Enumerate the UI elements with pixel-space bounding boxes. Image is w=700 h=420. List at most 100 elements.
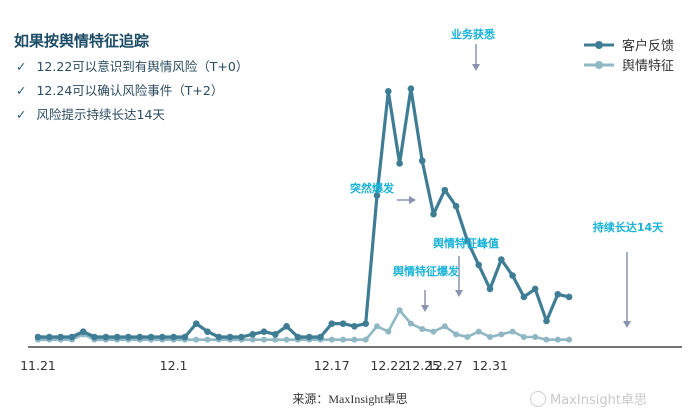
data-point xyxy=(283,336,290,343)
data-point xyxy=(566,336,573,343)
data-point xyxy=(238,333,245,341)
data-point xyxy=(91,333,98,341)
data-point xyxy=(430,328,437,335)
x-tick-label: 12.25 xyxy=(404,358,440,373)
data-point xyxy=(261,336,267,343)
x-tick-label: 12.17 xyxy=(314,358,350,373)
check-icon: ✓ xyxy=(16,107,27,122)
data-point xyxy=(305,333,313,341)
data-point xyxy=(374,323,380,330)
data-point xyxy=(204,336,211,343)
data-point xyxy=(498,331,505,338)
data-point xyxy=(351,323,358,330)
check-icon: ✓ xyxy=(16,59,27,74)
legend-label: 客户反馈 xyxy=(622,38,674,54)
data-point xyxy=(486,285,494,293)
data-point xyxy=(554,290,562,298)
data-point xyxy=(464,237,471,245)
data-point xyxy=(46,333,53,341)
data-point xyxy=(136,333,143,341)
x-tick-label: 12.27 xyxy=(427,358,463,373)
bullet-item: ✓ 风险提示持续长达14天 xyxy=(16,104,165,123)
legend-marker xyxy=(595,41,603,49)
data-point xyxy=(340,336,347,343)
data-point xyxy=(192,320,200,327)
data-point xyxy=(407,320,414,327)
watermark-text: MaxInsight卓思 xyxy=(550,393,647,408)
data-point xyxy=(260,328,268,335)
x-tick-label: 11.21 xyxy=(20,358,56,373)
bullet-text: 12.24可以确认风险事件（T+2） xyxy=(36,83,224,98)
chart-title: 如果按舆情特征追踪 xyxy=(14,32,150,50)
data-point xyxy=(79,328,87,335)
data-point xyxy=(57,333,64,341)
data-point xyxy=(351,336,358,343)
data-point xyxy=(226,333,234,341)
annotation-arrow-head xyxy=(455,290,463,297)
data-point xyxy=(147,333,155,341)
data-point xyxy=(543,317,550,325)
data-point xyxy=(407,85,415,92)
data-point xyxy=(453,331,460,338)
x-tick-label: 12.31 xyxy=(472,358,508,373)
data-point xyxy=(441,323,448,330)
data-point xyxy=(396,307,403,314)
data-point xyxy=(430,210,437,218)
data-point xyxy=(125,333,132,341)
data-point xyxy=(204,328,211,335)
data-point xyxy=(102,333,110,341)
data-point xyxy=(385,328,392,335)
data-point xyxy=(554,336,561,343)
legend-marker xyxy=(595,61,603,69)
data-point xyxy=(532,333,539,340)
x-tick-label: 12.1 xyxy=(160,358,188,373)
data-point xyxy=(373,192,381,199)
data-point xyxy=(418,157,426,165)
legend-label: 舆情特征 xyxy=(622,59,674,74)
data-point xyxy=(113,333,121,341)
data-point xyxy=(159,333,166,341)
data-point xyxy=(362,320,370,327)
data-point xyxy=(272,331,279,338)
data-point xyxy=(34,333,42,341)
data-point xyxy=(520,293,528,301)
data-point xyxy=(419,325,426,332)
bullet-text: 12.22可以意识到有舆情风险（T+0） xyxy=(36,59,249,74)
data-point xyxy=(520,333,527,340)
data-point xyxy=(249,331,256,338)
bullet-item: ✓ 12.24可以确认风险事件（T+2） xyxy=(16,80,223,99)
data-point xyxy=(509,328,516,335)
data-point xyxy=(68,333,76,341)
data-point xyxy=(498,256,505,263)
annotation-arrow-head xyxy=(623,321,631,328)
data-point xyxy=(283,323,290,330)
data-point xyxy=(170,333,177,341)
x-tick-label: 12.22 xyxy=(370,358,406,373)
data-point xyxy=(543,336,550,343)
data-point xyxy=(509,272,516,279)
data-point xyxy=(249,336,256,343)
data-point xyxy=(339,320,347,327)
data-point xyxy=(193,336,200,343)
annotation-arrow-head xyxy=(472,64,480,71)
data-point xyxy=(385,88,392,95)
annotation-label: 持续长达14天 xyxy=(593,220,664,234)
data-point xyxy=(294,333,302,341)
check-icon: ✓ xyxy=(16,83,27,98)
data-point xyxy=(396,160,403,167)
bullet-text: 风险提示持续长达14天 xyxy=(36,107,165,122)
data-point xyxy=(362,336,369,343)
annotation-label: 突然爆发 xyxy=(350,181,395,195)
annotation-label: 业务获悉 xyxy=(451,27,496,41)
watermark: MaxInsight卓思 xyxy=(530,389,647,408)
data-point xyxy=(464,333,471,340)
data-point xyxy=(328,336,335,343)
annotation-label: 舆情特征峰值 xyxy=(433,236,499,250)
data-point xyxy=(317,333,324,341)
data-point xyxy=(328,320,336,327)
data-point xyxy=(215,333,223,341)
source-note: 来源：MaxInsight卓思 xyxy=(292,392,408,406)
data-point xyxy=(441,186,449,194)
annotation-arrow-head xyxy=(409,196,416,204)
